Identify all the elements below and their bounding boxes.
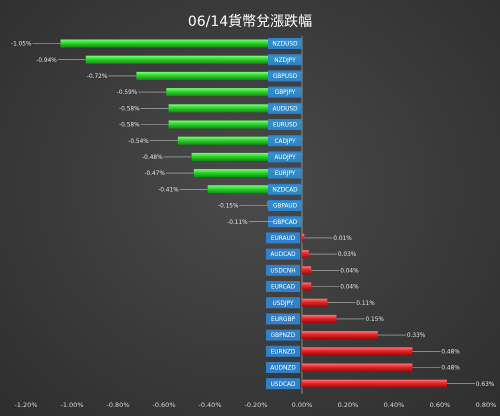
value-label-audcad: 0.03% [338,252,357,258]
bar-nzdjpy [85,55,302,64]
bar-gbpusd [136,71,302,80]
category-label-usdjpy: USDJPY [272,301,293,307]
category-box-nzdusd [268,38,302,49]
category-box-euraud [266,232,300,244]
bar-cadjpy [177,136,302,145]
bar-eurnzd [302,347,413,356]
category-box-eurusd [268,119,302,130]
category-label-cadjpy: CADJPY [274,139,296,145]
bar-audcad [302,250,309,259]
value-label-nzdusd: -1.05% [11,42,32,48]
x-tick-label: 0.40% [384,401,405,409]
value-label-gbpnzd: 0.33% [407,333,426,339]
category-box-gbpusd [268,70,302,82]
x-tick-label: 0.20% [338,401,359,409]
value-label-cadjpy: -0.54% [128,139,149,145]
value-label-euraud: 0.01% [333,236,352,242]
bar-eurusd [168,120,302,129]
value-label-gbpusd: -0.72% [87,74,108,80]
category-label-gbpnzd: GBPNZD [271,333,296,339]
bar-gbpjpy [166,88,302,97]
category-box-audnzd [266,362,300,373]
x-tick-label: -0.40% [199,401,222,409]
category-box-gbpjpy [268,86,302,98]
value-label-audjpy: -0.48% [142,155,163,161]
value-label-usdcad: 0.63% [476,382,495,388]
category-label-eurusd: EURUSD [273,123,298,129]
category-label-nzdcad: NZDCAD [272,187,298,193]
category-label-nzdjpy: NZDJPY [274,58,296,64]
category-box-eurjpy [268,167,302,179]
x-tick-label: 0.00% [292,401,313,409]
value-label-usdcnh: 0.04% [340,268,359,274]
category-label-gbpjpy: GBPJPY [275,90,296,96]
category-label-gbpusd: GBPUSD [273,74,298,80]
category-box-eurnzd [266,345,300,357]
category-box-eurgbp [266,313,300,325]
category-label-audjpy: AUDJPY [274,155,296,161]
value-label-eurjpy: -0.47% [144,171,165,177]
x-tick-label: -0.80% [107,401,130,409]
bar-audusd [168,104,302,113]
value-label-eurcad: 0.04% [340,285,359,291]
category-label-eurgbp: EURGBP [271,317,295,323]
bar-eurcad [302,282,312,291]
x-tick-label: -0.60% [153,401,176,409]
category-label-gbpcad: GBPCAD [273,220,298,226]
bar-audnzd [302,363,413,372]
x-tick-label: 0.80% [476,401,497,409]
category-label-nzdusd: NZDUSD [272,42,298,48]
category-label-usdcad: USDCAD [271,382,296,388]
bar-usdcnh [302,266,312,275]
bar-eurgbp [302,314,337,323]
category-box-nzdjpy [268,54,302,66]
value-label-eurnzd: 0.48% [441,349,460,355]
category-label-eurnzd: EURNZD [271,349,296,355]
category-box-gbpnzd [266,329,300,341]
value-label-gbpcad: -0.11% [227,220,248,226]
bar-eurjpy [193,169,302,178]
value-label-eurgbp: 0.15% [366,317,385,323]
category-label-eurjpy: EURJPY [275,171,296,177]
value-label-usdjpy: 0.11% [356,301,375,307]
category-label-audcad: AUDCAD [270,252,296,258]
value-label-audusd: -0.58% [119,106,140,112]
bar-nzdusd [60,39,302,48]
bar-euraud [302,233,305,242]
x-tick-label: -0.20% [245,401,268,409]
category-box-usdcnh [266,264,300,276]
value-label-gbpaud: -0.15% [218,204,239,210]
bar-audjpy [191,152,302,161]
x-tick-label: 0.60% [430,401,451,409]
category-label-gbpaud: GBPAUD [273,204,298,210]
category-label-audnzd: AUDNZD [270,366,296,372]
category-label-euraud: EURAUD [271,236,296,242]
category-box-usdjpy [266,297,300,309]
category-box-nzdcad [268,183,302,195]
x-tick-label: -1.20% [15,401,38,409]
chart-title: 06/14貨幣兌漲跌幅 [188,13,312,30]
category-box-audusd [268,102,302,114]
value-label-nzdcad: -0.41% [158,187,179,193]
bar-gbpnzd [302,331,378,340]
bar-nzdcad [207,185,302,194]
category-label-eurcad: EURCAD [271,285,296,291]
x-tick-label: -1.00% [61,401,84,409]
bar-usdcad [302,379,447,388]
value-label-audnzd: 0.48% [441,366,460,372]
category-label-audusd: AUDUSD [272,106,298,112]
category-box-cadjpy [268,135,302,147]
category-box-audcad [266,248,300,260]
value-label-nzdjpy: -0.94% [36,58,57,64]
value-label-eurusd: -0.58% [119,123,140,129]
category-box-gbpcad [268,216,302,228]
category-box-usdcad [266,378,300,390]
category-box-gbpaud [268,200,302,211]
category-label-usdcnh: USDCNH [270,268,295,274]
value-label-gbpjpy: -0.59% [117,90,138,96]
category-box-eurcad [266,281,300,292]
bar-usdjpy [302,298,328,307]
category-box-audjpy [268,151,302,163]
